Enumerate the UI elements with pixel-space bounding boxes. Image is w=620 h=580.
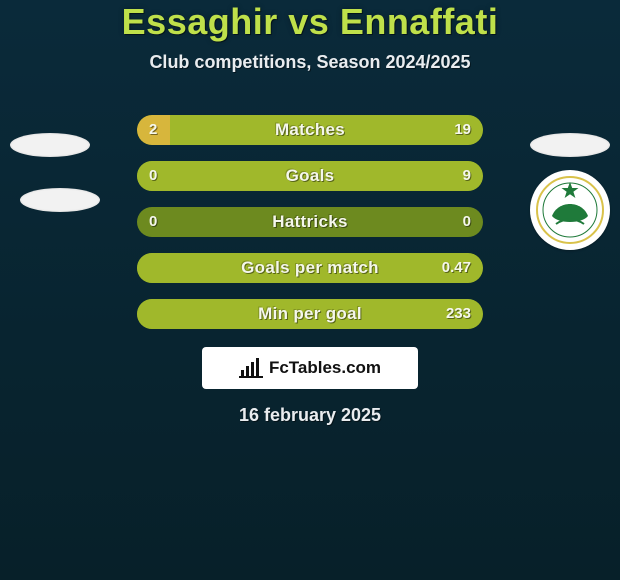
title-player-left: Essaghir: [122, 1, 278, 42]
title-player-right: Ennaffati: [340, 1, 499, 42]
bar-label: Goals: [137, 161, 483, 191]
bar-label: Matches: [137, 115, 483, 145]
stat-bars: 219Matches 09Goals 00Hattricks 0.47Goals pe…: [137, 115, 483, 329]
page-title: Essaghir vs Ennaffati: [122, 2, 499, 42]
bar-label: Min per goal: [137, 299, 483, 329]
site-logo-text: FcTables.com: [269, 358, 381, 378]
site-logo: FcTables.com: [202, 347, 418, 389]
comparison-area: 219Matches 09Goals 00Hattricks 0.47Goals pe…: [0, 115, 620, 329]
date-text: 16 february 2025: [239, 405, 381, 426]
stat-bar: 00Hattricks: [137, 207, 483, 237]
team-badge-right-2: [530, 170, 610, 250]
bar-chart-icon: [239, 358, 263, 378]
crest-svg-icon: [536, 176, 604, 244]
stat-bar: 09Goals: [137, 161, 483, 191]
team-badge-left-2: [20, 160, 100, 240]
stat-bar: 219Matches: [137, 115, 483, 145]
stat-bar: 0.47Goals per match: [137, 253, 483, 283]
placeholder-ellipse-icon: [10, 133, 90, 157]
placeholder-ellipse-icon: [20, 188, 100, 212]
title-vs: vs: [288, 1, 329, 42]
club-crest-icon: [530, 170, 610, 250]
stat-bar: 233Min per goal: [137, 299, 483, 329]
subtitle: Club competitions, Season 2024/2025: [149, 52, 470, 73]
placeholder-ellipse-icon: [530, 133, 610, 157]
bar-label: Goals per match: [137, 253, 483, 283]
bar-label: Hattricks: [137, 207, 483, 237]
content-root: Essaghir vs Ennaffati Club competitions,…: [0, 0, 620, 580]
